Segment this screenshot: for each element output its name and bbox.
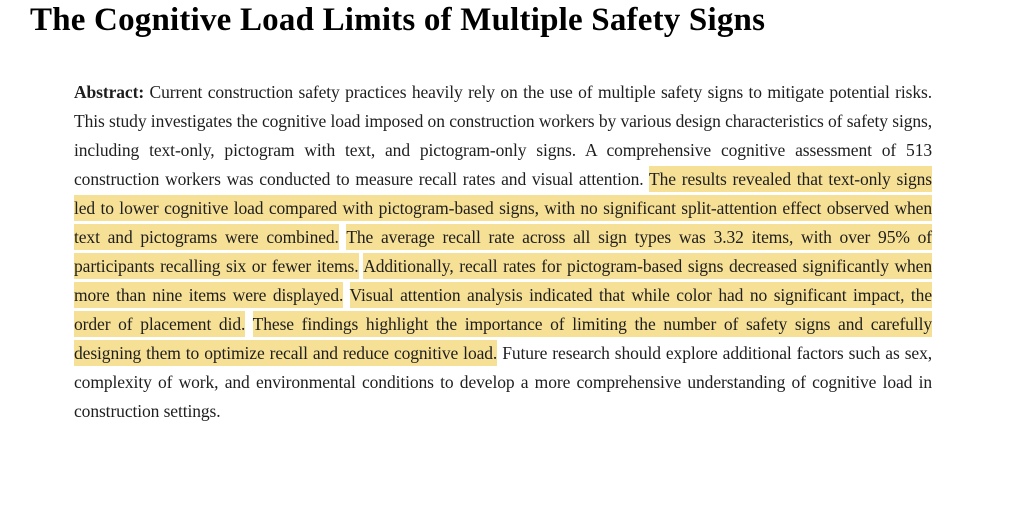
plain-sentence xyxy=(343,285,349,305)
abstract-label: Abstract: xyxy=(74,82,145,102)
plain-sentence: Future research should explore additiona… xyxy=(74,343,932,421)
abstract-text: Current construction safety practices he… xyxy=(74,82,932,421)
abstract-paragraph: Abstract: Current construction safety pr… xyxy=(74,78,932,426)
plain-sentence xyxy=(245,314,252,334)
plain-sentence: Current construction safety practices he… xyxy=(74,82,932,189)
paper-title: The Cognitive Load Limits of Multiple Sa… xyxy=(30,2,766,38)
